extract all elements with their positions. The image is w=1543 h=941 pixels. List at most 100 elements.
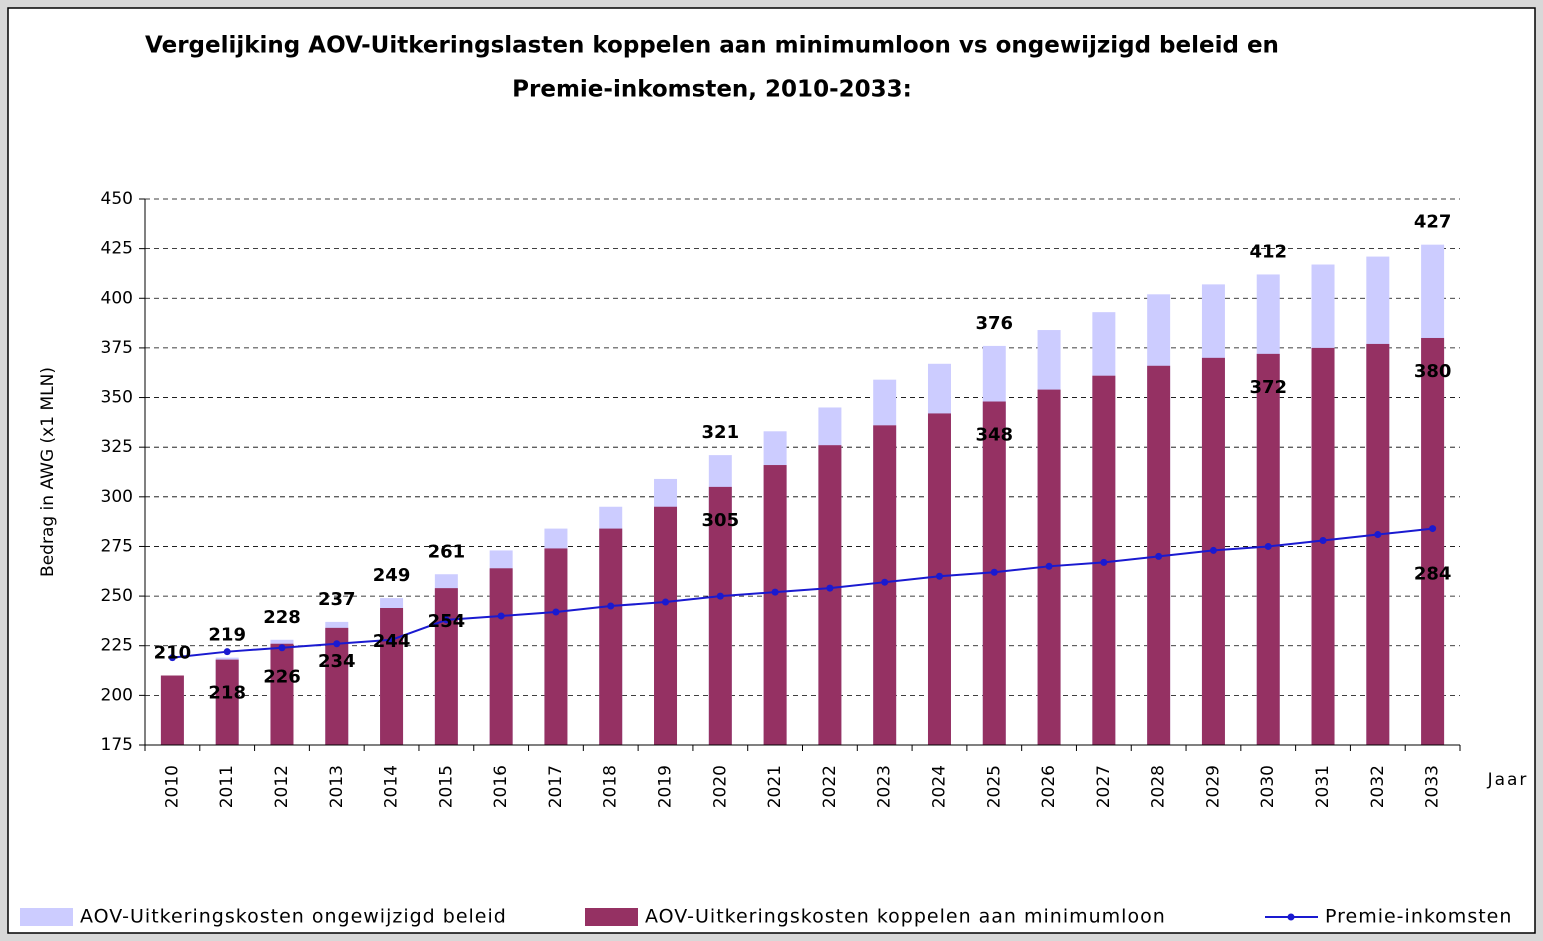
y-tick-label: 450 <box>101 189 133 209</box>
y-tick-label: 275 <box>101 536 133 556</box>
line-marker <box>716 592 724 600</box>
y-tick-label: 425 <box>101 239 133 259</box>
line-marker <box>223 648 231 656</box>
x-tick-label: 2029 <box>1203 765 1223 808</box>
data-label: 226 <box>263 667 301 688</box>
x-tick-label: 2022 <box>820 765 840 808</box>
x-tick-label: 2014 <box>382 765 402 808</box>
legend-swatch <box>20 908 73 926</box>
data-label: 261 <box>428 541 466 562</box>
y-tick-label: 325 <box>101 437 133 457</box>
data-label: 244 <box>373 631 411 652</box>
data-label: 210 <box>154 643 192 664</box>
y-tick-label: 400 <box>101 288 133 308</box>
bar <box>325 627 349 745</box>
x-tick-label: 2031 <box>1313 765 1333 808</box>
x-tick-label: 2015 <box>436 765 456 808</box>
line-marker <box>1155 552 1163 560</box>
legend-swatch-marker <box>1287 913 1295 921</box>
line-marker <box>662 598 670 606</box>
line-marker <box>1374 531 1382 539</box>
data-label: 219 <box>208 625 246 646</box>
data-label: 254 <box>428 611 466 632</box>
data-label: 427 <box>1414 212 1452 233</box>
bar <box>160 675 184 745</box>
x-tick-label: 2017 <box>546 765 566 808</box>
legend-swatch <box>585 908 638 926</box>
line-marker <box>881 578 889 586</box>
bar <box>708 486 732 745</box>
data-label: 218 <box>208 683 246 704</box>
line-marker <box>826 584 834 592</box>
y-axis-title: Bedrag in AWG (x1 MLN) <box>38 367 58 577</box>
bar <box>380 608 404 745</box>
data-label: 234 <box>318 651 356 672</box>
data-label: 412 <box>1249 241 1287 262</box>
y-tick-label: 175 <box>101 735 133 755</box>
x-tick-label: 2019 <box>656 765 676 808</box>
bar <box>215 659 239 745</box>
data-label: 372 <box>1249 377 1287 398</box>
data-label: 321 <box>702 422 740 443</box>
x-tick-label: 2024 <box>929 765 949 808</box>
line-marker <box>497 612 505 620</box>
line-marker <box>990 568 998 576</box>
line-marker <box>278 644 286 652</box>
x-axis-title: Jaar <box>1487 770 1529 790</box>
x-tick-label: 2020 <box>710 765 730 808</box>
x-tick-label: 2012 <box>272 765 292 808</box>
x-tick-label: 2010 <box>162 765 182 808</box>
x-tick-label: 2018 <box>601 765 621 808</box>
chart-title-line-2: Premie-inkomsten, 2010-2033: <box>512 77 912 103</box>
y-tick-label: 250 <box>101 586 133 606</box>
y-tick-label: 300 <box>101 487 133 507</box>
bar <box>434 588 458 745</box>
data-label: 237 <box>318 589 356 610</box>
bar <box>1311 347 1335 745</box>
y-tick-label: 200 <box>101 685 133 705</box>
bar <box>1421 337 1445 745</box>
line-marker <box>1319 536 1327 544</box>
x-tick-label: 2033 <box>1423 765 1443 808</box>
line-marker <box>935 572 943 580</box>
bar <box>270 643 294 745</box>
legend-label: AOV-Uitkeringskosten koppelen aan minimu… <box>645 906 1166 928</box>
data-label: 380 <box>1414 361 1452 382</box>
data-label: 228 <box>263 607 301 628</box>
x-tick-label: 2027 <box>1094 765 1114 808</box>
line-marker <box>168 654 176 662</box>
legend-label: AOV-Uitkeringskosten ongewijzigd beleid <box>80 906 507 928</box>
line-marker <box>607 602 615 610</box>
y-tick-label: 225 <box>101 636 133 656</box>
data-label: 348 <box>975 425 1013 446</box>
line-series <box>172 527 1433 659</box>
chart-title: Vergelijking AOV-Uitkeringslasten koppel… <box>145 33 1279 59</box>
x-tick-label: 2028 <box>1149 765 1169 808</box>
x-tick-label: 2016 <box>491 765 511 808</box>
y-tick-label: 375 <box>101 338 133 358</box>
x-tick-label: 2013 <box>327 765 347 808</box>
bar <box>489 568 513 745</box>
x-tick-label: 2021 <box>765 765 785 808</box>
legend-label: Premie-inkomsten <box>1325 906 1512 928</box>
line-marker <box>771 588 779 596</box>
x-tick-label: 2025 <box>984 765 1004 808</box>
line-marker <box>1429 525 1437 533</box>
line-marker <box>1264 542 1272 550</box>
data-label: 376 <box>975 313 1013 334</box>
bar <box>1366 343 1390 745</box>
bar <box>544 548 568 745</box>
line-marker <box>388 636 396 644</box>
bar <box>599 528 623 745</box>
line-marker <box>333 640 341 648</box>
x-tick-label: 2032 <box>1368 765 1388 808</box>
bar <box>654 506 678 745</box>
x-tick-label: 2030 <box>1258 765 1278 808</box>
x-tick-label: 2026 <box>1039 765 1059 808</box>
line-marker <box>1045 562 1053 570</box>
bar <box>763 465 787 745</box>
data-label: 284 <box>1414 564 1452 585</box>
line-marker <box>442 616 450 624</box>
x-tick-label: 2011 <box>217 765 237 808</box>
